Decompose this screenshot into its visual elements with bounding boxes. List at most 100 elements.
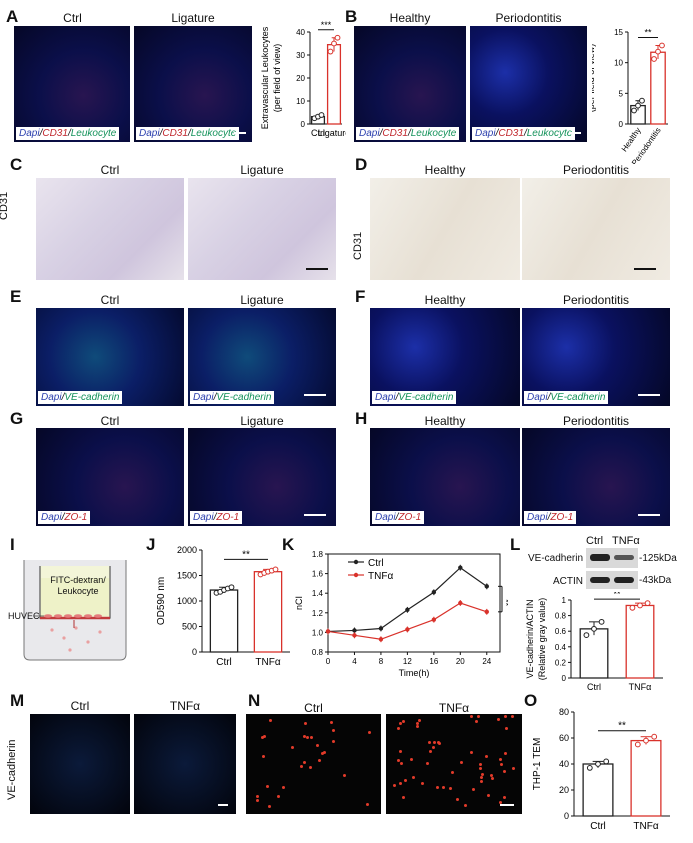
cell-dot (323, 751, 327, 754)
panel-h-image-periodontitis: Dapi/ZO-1 (522, 428, 670, 526)
cell-dot (398, 782, 402, 786)
data-point (583, 632, 590, 638)
cell-dot (459, 761, 463, 764)
y-tick-label: 10 (296, 97, 305, 106)
x-tick-label: 4 (352, 657, 357, 666)
cell-dot (397, 758, 401, 762)
panel-g-image-ctrl: Dapi/ZO-1 (36, 428, 184, 526)
x-tick-label: 24 (482, 657, 491, 666)
cell-dot (306, 735, 310, 739)
data-point (318, 112, 325, 118)
x-tick-label: 8 (379, 657, 384, 666)
cell-dot (475, 719, 479, 723)
cell-dot (503, 769, 507, 773)
panel-e-title-2: Ligature (240, 293, 284, 307)
cell-dot (463, 803, 467, 807)
y-tick-label: 5 (619, 89, 624, 98)
cell-dot (261, 754, 265, 758)
x-tick-label: 0 (326, 657, 331, 666)
cell-dot (412, 776, 416, 779)
cell-dot (402, 719, 406, 723)
y-tick-label: 0 (562, 674, 567, 683)
huvec-label: HUVEC (8, 611, 40, 621)
panel-m-title-1: Ctrl (70, 699, 90, 713)
data-point (603, 758, 610, 765)
legend-marker (353, 559, 359, 565)
chart-l: 0 0.2 0.4 0.6 0.8 1 Ctrl TNFα ** VE-cadherin/ACTI… (525, 592, 663, 692)
data-point (431, 617, 437, 622)
x-tick-label: TNFα (629, 682, 652, 692)
data-point (325, 629, 331, 634)
cell-dot (477, 714, 481, 718)
panel-f-image-healthy: Dapi/VE-cadherin (370, 308, 520, 406)
panel-e-legend-1: Dapi/VE-cadherin (38, 391, 123, 404)
y-tick-label: 60 (559, 733, 569, 743)
scale-bar (306, 268, 328, 270)
scale-bar (634, 268, 656, 270)
cell-dot (431, 746, 435, 749)
fitc-label: FITC-dextran/ Leukocyte (50, 575, 106, 596)
y-tick-label: 0.4 (555, 643, 567, 652)
cell-dot (442, 786, 446, 790)
data-point (635, 102, 641, 109)
data-point (484, 584, 489, 589)
cell-dot (282, 785, 286, 789)
panel-k-letter: K (282, 535, 295, 554)
cell-dot (418, 718, 422, 722)
data-point (644, 600, 651, 607)
cell-dot (332, 739, 335, 743)
cell-dot (486, 794, 490, 798)
panel-l-letter: L (510, 535, 521, 554)
panel-a-image-ctrl: Dapi/CD31/Leukocyte (14, 26, 130, 142)
transwell-diagram (23, 560, 127, 661)
y-tick-label: 40 (296, 28, 305, 37)
cell-dot (397, 727, 401, 731)
data-point (595, 761, 601, 767)
x-tick-label: TNFα (255, 657, 280, 668)
panel-b-legend-1: Dapi/CD31/Leukocyte (356, 127, 460, 140)
cell-dot (303, 722, 307, 726)
cell-dot (503, 714, 507, 718)
scale-bar (304, 394, 326, 396)
bar-tnfα (630, 739, 662, 817)
y-tick-label: 20 (559, 785, 569, 795)
cell-dot (479, 767, 483, 770)
cell-dot (505, 726, 508, 730)
data-point (431, 590, 437, 595)
scale-bar (234, 132, 246, 134)
cell-dot (343, 774, 347, 778)
huvec-cells (44, 614, 102, 618)
panel-n-image-tnf (386, 714, 522, 814)
panel-o-letter: O (524, 691, 538, 710)
cell-dot (409, 758, 413, 762)
y-tick-label: 2000 (177, 545, 197, 555)
panel-h-legend-1: Dapi/ZO-1 (372, 511, 425, 524)
panel-b-title-2: Periodontitis (495, 11, 562, 25)
panel-g-legend-1: Dapi/ZO-1 (38, 511, 91, 524)
blot-band-actin (586, 571, 638, 589)
panel-b-image-periodontitis: Dapi/CD31/Leukocyte (470, 26, 587, 142)
data-point (331, 40, 337, 47)
cell-dot (368, 731, 372, 735)
y-tick-label: 1.4 (312, 589, 324, 598)
panel-b-image-healthy: Dapi/CD31/Leukocyte (354, 26, 466, 142)
panel-d-title-2: Periodontitis (562, 163, 630, 177)
x-tick-label: 20 (456, 657, 465, 666)
cell-dot (498, 801, 502, 804)
cell-dot (302, 760, 306, 764)
data-point (634, 741, 641, 748)
panel-g-title-1: Ctrl (100, 414, 120, 428)
scale-bar (218, 804, 228, 806)
series-line-0 (327, 566, 488, 633)
panel-e-legend-2: Dapi/VE-cadherin (190, 391, 275, 404)
x-tick-label: 16 (429, 657, 438, 666)
data-point (598, 618, 605, 625)
cell-dot (436, 740, 440, 744)
y-tick-label: 1.0 (312, 628, 324, 637)
cell-dot (438, 741, 442, 745)
panel-f-legend-2: Dapi/VE-cadherin (524, 391, 609, 404)
data-point (651, 733, 658, 740)
blot-col-tnf: TNFα (612, 535, 640, 547)
y-tick-label: 1000 (177, 596, 197, 606)
cell-dot (263, 734, 267, 738)
